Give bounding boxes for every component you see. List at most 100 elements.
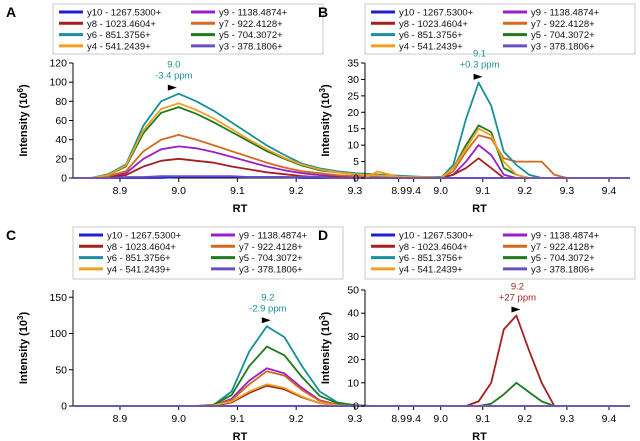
legend-label-y8: y8 - 1023.4604+ bbox=[399, 242, 468, 253]
y-label-close: ) bbox=[320, 312, 332, 316]
y-label-text: Intensity (10 bbox=[18, 320, 30, 384]
x-tick-label: 9.0 bbox=[171, 413, 186, 425]
y-tick-label: 120 bbox=[49, 58, 67, 70]
apex-annotation: 9.0-3.4 ppm bbox=[155, 60, 193, 91]
legend-label-y7: y7 - 922.4128+ bbox=[531, 19, 595, 30]
y-tick-label: 50 bbox=[347, 285, 359, 297]
panel-letter: A bbox=[6, 4, 16, 20]
y-tick-label: 10 bbox=[347, 377, 359, 389]
apex-annotation: 9.2-2.9 ppm bbox=[249, 292, 287, 324]
apex-ppm-label: -2.9 ppm bbox=[249, 303, 287, 314]
y-tick-label: 0 bbox=[353, 401, 359, 413]
legend-label-y6: y6 - 851.3756+ bbox=[107, 253, 171, 264]
x-tick-label: 9.2 bbox=[289, 413, 304, 425]
x-tick-label: 9.4 bbox=[602, 185, 617, 197]
legend-label-y8: y8 - 1023.4604+ bbox=[87, 19, 156, 30]
y-tick-label: 40 bbox=[55, 134, 67, 146]
panel-letter: B bbox=[318, 4, 328, 20]
series-group bbox=[73, 325, 443, 407]
y-tick-label: 30 bbox=[347, 331, 359, 343]
apex-ppm-label: +0.3 ppm bbox=[460, 60, 500, 71]
x-tick-label: 9.2 bbox=[289, 185, 304, 197]
legend: y10 - 1267.5300+ y9 - 1138.4874+ y8 - 1023… bbox=[364, 226, 636, 280]
apex-rt-label: 9.2 bbox=[261, 292, 274, 303]
series-group bbox=[73, 92, 444, 179]
series-line-y6 bbox=[73, 325, 443, 407]
x-tick-label: 9.1 bbox=[230, 185, 245, 197]
x-tick-label: 9.2 bbox=[518, 413, 533, 425]
x-tick-label: 9.1 bbox=[475, 185, 490, 197]
y-tick-label: 10 bbox=[347, 140, 359, 152]
series-line-y4 bbox=[73, 102, 444, 179]
legend-label-y7: y7 - 922.4128+ bbox=[219, 19, 283, 30]
legend-frame bbox=[364, 3, 636, 55]
x-axis-label: RT bbox=[472, 203, 487, 215]
x-tick-label: 9.2 bbox=[518, 185, 533, 197]
x-axis-label: RT bbox=[472, 431, 487, 441]
y-label-text: Intensity (10 bbox=[18, 92, 30, 156]
legend-label-y3: y3 - 378.1806+ bbox=[239, 264, 303, 275]
apex-ppm-label: -3.4 ppm bbox=[155, 71, 193, 82]
x-tick-label: 8.9 bbox=[113, 185, 128, 197]
x-axis-label: RT bbox=[233, 203, 248, 215]
y-axis-label: Intensity (103) bbox=[16, 312, 30, 385]
x-tick-label: 9.3 bbox=[348, 185, 363, 197]
legend-label-y3: y3 - 378.1806+ bbox=[531, 264, 595, 275]
legend: y10 - 1267.5300+ y9 - 1138.4874+ y8 - 1023… bbox=[72, 226, 344, 280]
y-tick-label: 150 bbox=[49, 292, 67, 304]
apex-marker-icon bbox=[473, 73, 483, 80]
y-label-text: Intensity (10 bbox=[320, 92, 332, 156]
y-label-close: ) bbox=[320, 84, 332, 88]
x-tick-label: 9.4 bbox=[602, 413, 617, 425]
y-tick-label: 0 bbox=[61, 173, 67, 185]
legend-label-y10: y10 - 1267.5300+ bbox=[87, 8, 162, 19]
panel-letter: C bbox=[6, 227, 16, 243]
legend-label-y3: y3 - 378.1806+ bbox=[531, 41, 595, 52]
x-tick-label: 9.4 bbox=[406, 185, 421, 197]
y-tick-label: 80 bbox=[55, 96, 67, 108]
apex-rt-label: 9.2 bbox=[511, 282, 524, 293]
legend-label-y6: y6 - 851.3756+ bbox=[87, 30, 151, 41]
legend-frame bbox=[72, 226, 344, 280]
legend: y10 - 1267.5300+ y9 - 1138.4874+ y8 - 1023… bbox=[52, 3, 324, 55]
legend-label-y5: y5 - 704.3072+ bbox=[531, 253, 595, 264]
apex-ppm-label: +27 ppm bbox=[499, 293, 536, 304]
apex-annotation: 9.2+27 ppm bbox=[499, 282, 536, 313]
series-line-y4 bbox=[364, 127, 630, 179]
y-axis-label: Intensity (103) bbox=[318, 312, 332, 385]
y-tick-label: 30 bbox=[347, 74, 359, 86]
series-line-y4 bbox=[73, 383, 443, 407]
y-tick-label: 20 bbox=[347, 107, 359, 119]
y-tick-label: 5 bbox=[353, 156, 359, 168]
y-label-close: ) bbox=[18, 84, 30, 88]
series-line-y5 bbox=[365, 124, 630, 179]
x-tick-label: 9.3 bbox=[560, 413, 575, 425]
x-tick-label: 8.9 bbox=[391, 413, 406, 425]
legend-label-y4: y4 - 541.2439+ bbox=[399, 264, 463, 275]
apex-marker-icon bbox=[167, 84, 177, 91]
legend-label-y8: y8 - 1023.4604+ bbox=[107, 242, 176, 253]
series-line-y7 bbox=[73, 133, 443, 179]
legend-label-y9: y9 - 1138.4874+ bbox=[531, 231, 600, 242]
y-tick-label: 60 bbox=[55, 115, 67, 127]
legend-label-y8: y8 - 1023.4604+ bbox=[399, 19, 468, 30]
apex-rt-label: 9.1 bbox=[473, 49, 486, 60]
series-line-y8 bbox=[365, 314, 630, 407]
y-tick-label: 20 bbox=[347, 354, 359, 366]
y-label-exponent: 3 bbox=[318, 87, 327, 92]
y-tick-label: 50 bbox=[55, 364, 67, 376]
legend-label-y4: y4 - 541.2439+ bbox=[87, 41, 151, 52]
legend-label-y5: y5 - 704.3072+ bbox=[531, 30, 595, 41]
x-tick-label: 9.0 bbox=[433, 413, 448, 425]
y-tick-label: 0 bbox=[61, 401, 67, 413]
legend-label-y3: y3 - 378.1806+ bbox=[219, 41, 283, 52]
legend-label-y7: y7 - 922.4128+ bbox=[531, 242, 595, 253]
y-axis-label: Intensity (103) bbox=[318, 84, 332, 157]
y-label-close: ) bbox=[18, 312, 30, 316]
y-label-exponent: 6 bbox=[16, 87, 25, 92]
legend-label-y9: y9 - 1138.4874+ bbox=[219, 8, 288, 19]
legend-label-y6: y6 - 851.3756+ bbox=[399, 30, 463, 41]
x-tick-label: 9.4 bbox=[406, 413, 421, 425]
series-line-y5 bbox=[365, 381, 630, 407]
